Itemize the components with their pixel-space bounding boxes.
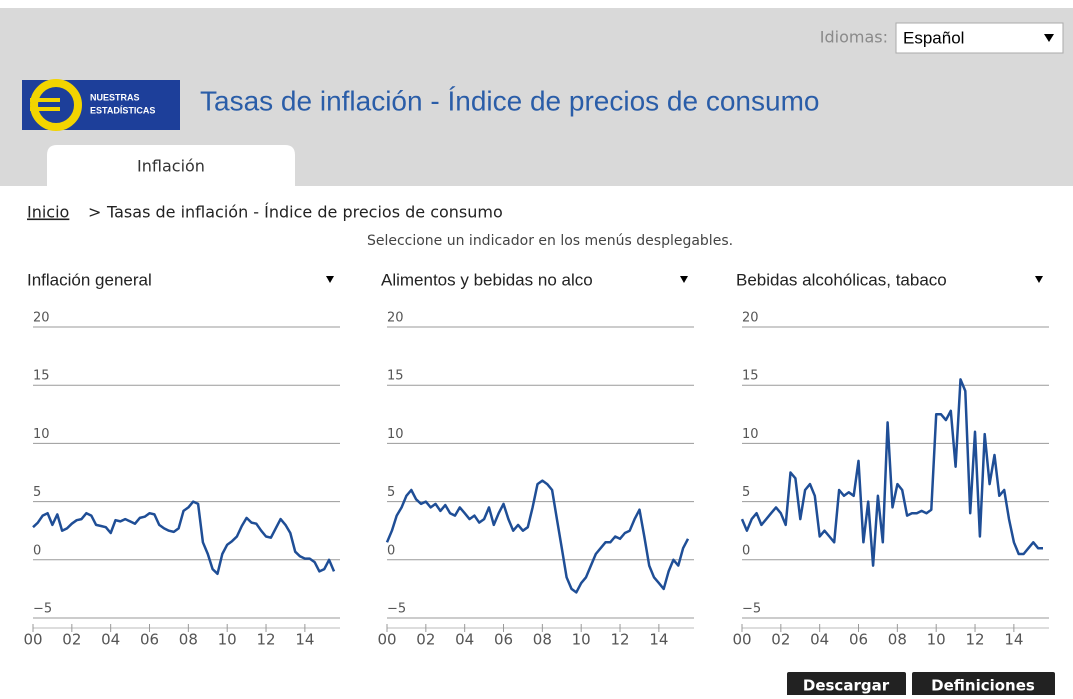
y-tick-label: −5: [742, 602, 761, 617]
x-tick-label: 08: [179, 631, 198, 649]
button[interactable]: [787, 672, 906, 698]
x-tick-label: 04: [455, 631, 474, 649]
page-title: Tasas de inflación - Índice de precios d…: [200, 85, 819, 116]
y-tick-label: 10: [33, 427, 50, 442]
y-tick-label: 5: [33, 485, 41, 500]
language-select[interactable]: [895, 22, 1064, 54]
y-tick-label: 15: [742, 369, 759, 384]
button[interactable]: [912, 672, 1055, 698]
x-tick-label: 12: [256, 631, 275, 649]
chart-title: Bebidas alcohólicas, tabaco: [736, 270, 947, 289]
y-tick-label: 15: [33, 369, 50, 384]
data-line: [385, 479, 690, 594]
breadcrumb-separator: >: [88, 203, 101, 222]
button-label[interactable]: Definiciones: [931, 677, 1035, 695]
nav-tab[interactable]: [47, 145, 295, 186]
dropdown-arrow: [680, 276, 688, 283]
y-tick-label: 20: [33, 311, 50, 326]
x-tick-label: 14: [295, 631, 314, 649]
x-tick-label: 10: [572, 631, 591, 649]
x-tick-label: 06: [849, 631, 868, 649]
y-tick-label: 20: [742, 311, 759, 326]
nav-tab-label[interactable]: Inflación: [137, 157, 205, 176]
y-tick-label: 0: [742, 543, 750, 558]
x-tick-label: 02: [771, 631, 790, 649]
x-tick-label: 12: [610, 631, 629, 649]
dropdown-arrow: [1035, 276, 1043, 283]
y-tick-label: 0: [33, 543, 41, 558]
x-tick-label: 10: [927, 631, 946, 649]
language-label: Idiomas:: [820, 28, 888, 47]
instruction: Seleccione un indicador en los menús des…: [367, 233, 733, 249]
chart-title: Inflación general: [27, 270, 152, 289]
x-tick-label: 12: [965, 631, 984, 649]
data-line: [32, 500, 336, 576]
y-tick-label: 20: [387, 311, 404, 326]
x-tick-label: 02: [62, 631, 81, 649]
x-tick-label: 00: [732, 631, 751, 649]
x-tick-label: 14: [1004, 631, 1023, 649]
x-tick-label: 04: [810, 631, 829, 649]
x-tick-label: 04: [101, 631, 120, 649]
y-tick-label: 10: [387, 427, 404, 442]
language-value[interactable]: Español: [903, 28, 964, 47]
y-tick-label: 10: [742, 427, 759, 442]
y-tick-label: 5: [742, 485, 750, 500]
dropdown-arrow: [326, 276, 334, 283]
x-tick-label: 14: [649, 631, 668, 649]
chart-title: Alimentos y bebidas no alco: [381, 270, 593, 289]
logo-text: NUESTRAS: [90, 92, 140, 102]
x-tick-label: 08: [888, 631, 907, 649]
y-tick-label: −5: [33, 602, 52, 617]
x-tick-label: 02: [416, 631, 435, 649]
button-label[interactable]: Descargar: [803, 677, 890, 695]
y-tick-label: 15: [387, 369, 404, 384]
x-tick-label: 10: [218, 631, 237, 649]
y-tick-label: 5: [387, 485, 395, 500]
logo-text: ESTADÍSTICAS: [90, 105, 155, 115]
data-line: [740, 378, 1043, 567]
dropdown-arrow: [1044, 34, 1054, 42]
x-tick-label: 06: [494, 631, 513, 649]
logo-euro-bar: [30, 98, 60, 102]
y-tick-label: 0: [387, 543, 395, 558]
y-tick-label: −5: [387, 602, 406, 617]
x-tick-label: 00: [377, 631, 396, 649]
breadcrumb-current: Tasas de inflación - Índice de precios d…: [106, 203, 503, 222]
breadcrumb-home[interactable]: Inicio: [27, 203, 69, 222]
x-tick-label: 00: [23, 631, 42, 649]
x-tick-label: 06: [140, 631, 159, 649]
logo-euro: [30, 79, 82, 131]
logo-euro-bar: [30, 107, 60, 111]
x-tick-label: 08: [533, 631, 552, 649]
